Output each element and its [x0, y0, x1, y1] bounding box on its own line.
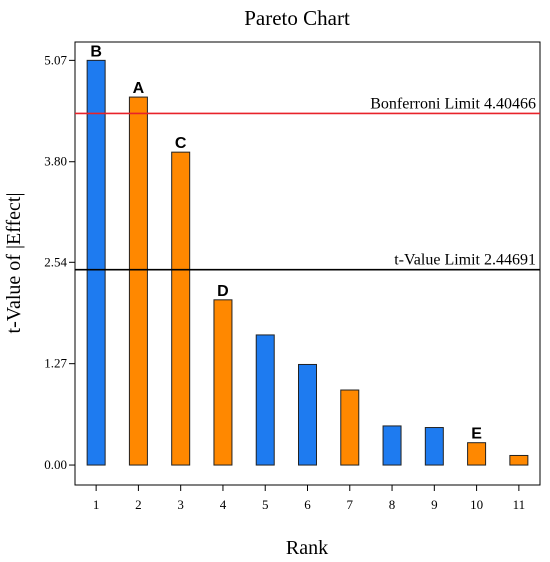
bar-rank-8 — [382, 425, 402, 466]
x-tick-label: 11 — [513, 497, 526, 512]
y-tick-label: 3.80 — [44, 154, 67, 169]
x-tick-label: 10 — [470, 497, 483, 512]
y-axis: 0.00 1.27 2.54 3.80 5.07 — [44, 52, 75, 472]
bar-rank-5 — [255, 334, 275, 466]
chart-title: Pareto Chart — [244, 6, 350, 30]
x-tick-label: 4 — [220, 497, 227, 512]
bars-layer — [86, 59, 529, 466]
bar-rank-3 — [171, 151, 191, 466]
x-axis-label: Rank — [286, 537, 328, 559]
t-value-limit-label: t-Value Limit 2.44691 — [394, 252, 536, 269]
x-tick-label: 5 — [262, 497, 269, 512]
x-tick-label: 3 — [177, 497, 184, 512]
bar-rank-6 — [298, 363, 317, 466]
bar-labels-layer: B A C D E — [90, 43, 482, 442]
y-tick-label: 0.00 — [44, 457, 67, 472]
bar-rank-7 — [340, 389, 360, 466]
x-axis: 1 2 3 4 5 6 7 8 9 10 11 — [93, 485, 525, 512]
y-axis-label: t-Value of |Effect| — [3, 193, 25, 334]
bar-label-a: A — [133, 80, 145, 97]
x-tick-label: 1 — [93, 497, 100, 512]
bar-rank-1 — [86, 59, 106, 466]
y-tick-label: 5.07 — [44, 52, 67, 67]
y-tick-label: 2.54 — [44, 254, 67, 269]
bar-label-e: E — [471, 426, 482, 443]
x-tick-label: 9 — [431, 497, 438, 512]
bonferroni-limit-label: Bonferroni Limit 4.40466 — [370, 95, 536, 112]
bar-rank-4 — [213, 299, 233, 466]
bar-label-c: C — [175, 135, 187, 152]
x-tick-label: 7 — [347, 497, 354, 512]
bar-rank-2 — [128, 96, 148, 466]
y-tick-label: 1.27 — [44, 356, 67, 371]
reference-lines-layer: Bonferroni Limit 4.40466 t-Value Limit 2.… — [75, 95, 540, 271]
x-tick-label: 6 — [304, 497, 311, 512]
bar-rank-9 — [424, 427, 444, 466]
bar-rank-10 — [467, 442, 487, 466]
x-tick-label: 8 — [389, 497, 396, 512]
x-tick-label: 2 — [135, 497, 142, 512]
bar-label-b: B — [90, 43, 102, 60]
bar-label-d: D — [217, 283, 229, 300]
bar-rank-11 — [509, 454, 529, 466]
